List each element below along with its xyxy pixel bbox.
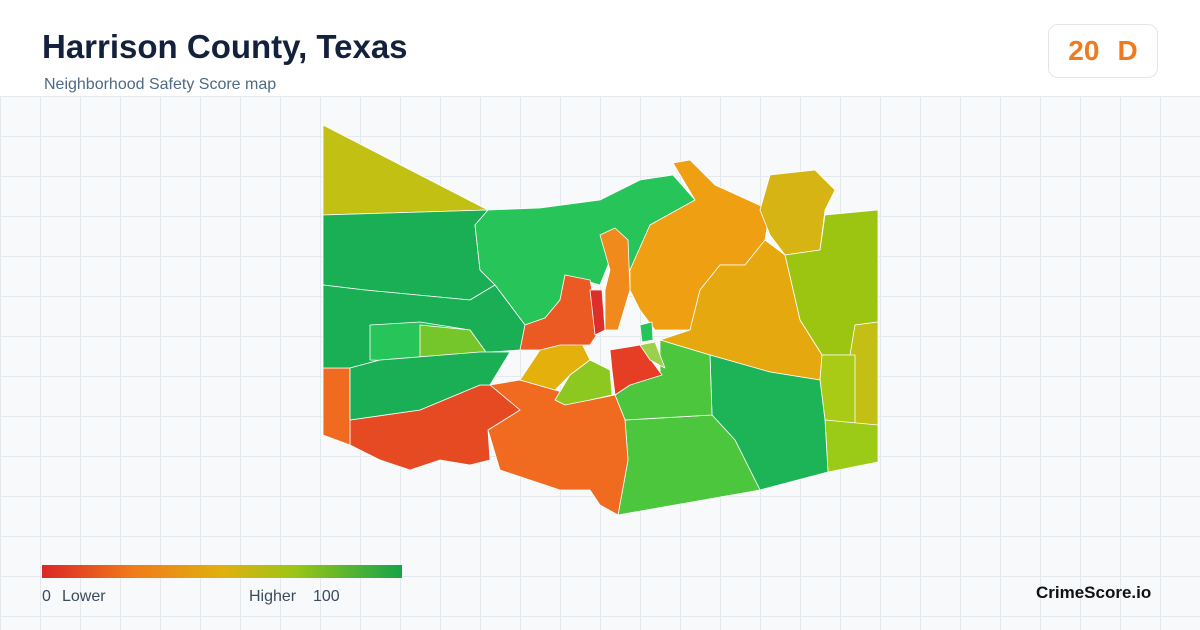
region xyxy=(322,367,351,446)
region xyxy=(639,341,666,369)
region xyxy=(474,174,696,326)
region xyxy=(554,359,613,406)
region xyxy=(819,354,856,426)
region xyxy=(349,351,511,421)
region xyxy=(322,124,489,216)
region xyxy=(639,321,654,343)
legend-min: 0 xyxy=(42,588,51,605)
legend-max-label: Higher xyxy=(249,588,297,605)
legend-max: 100 xyxy=(313,588,340,605)
title: Harrison County, Texas xyxy=(42,28,408,65)
legend-min-label: Lower xyxy=(62,588,106,605)
regions xyxy=(322,124,879,516)
score-badge: 20 D xyxy=(1048,24,1158,78)
subtitle: Neighborhood Safety Score map xyxy=(44,76,277,93)
header: Harrison County, Texas Neighborhood Safe… xyxy=(0,0,1200,96)
region xyxy=(322,209,496,301)
region xyxy=(824,419,879,473)
grade: D xyxy=(1117,35,1138,66)
brand: CrimeScore.io xyxy=(1036,583,1152,602)
legend-gradient xyxy=(42,565,402,578)
score: 20 xyxy=(1068,35,1100,66)
region xyxy=(599,227,631,331)
